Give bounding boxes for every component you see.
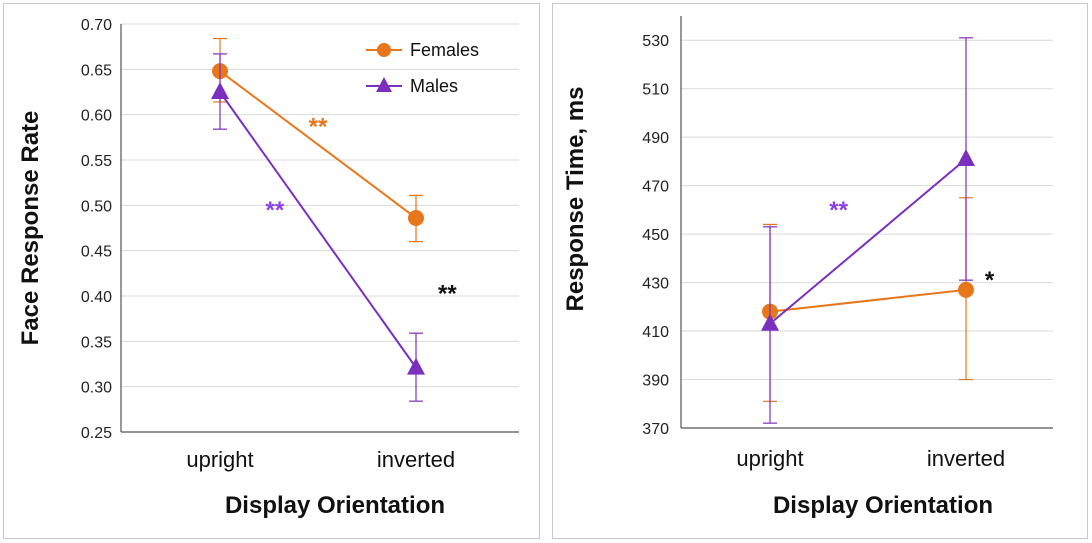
y-tick-label: 0.45 (81, 244, 112, 261)
y-tick-label: 530 (642, 33, 669, 50)
right-chart-panel: 370 390 410 430 450 470 490 510 530 upright invert… (552, 3, 1088, 539)
data-point-males (761, 313, 779, 331)
y-tick-label: 470 (642, 179, 669, 196)
significance-annotation: ** (438, 280, 457, 307)
legend-label-females: Females (410, 40, 479, 60)
y-tick-label: 450 (642, 227, 669, 244)
series-line-males (219, 91, 417, 369)
y-tick-label: 510 (642, 82, 669, 99)
series-line-females (769, 288, 967, 313)
y-tick-label: 0.50 (81, 198, 112, 215)
data-point-females (958, 281, 974, 298)
legend-marker-females (377, 43, 391, 57)
series-line-males (769, 158, 967, 325)
left-chart-panel: 0.25 0.30 0.35 0.40 0.45 0.50 0.55 0.60 0.65 0.70… (3, 3, 540, 539)
y-tick-label: 390 (642, 373, 669, 390)
data-point-females (408, 210, 424, 227)
y-tick-label: 370 (642, 421, 669, 438)
significance-annotation: * (985, 267, 995, 294)
y-tick-label: 0.40 (81, 289, 112, 306)
significance-annotation: ** (829, 197, 848, 224)
significance-annotation: ** (309, 113, 328, 140)
y-tick-label: 0.35 (81, 334, 112, 351)
x-tick-label: upright (736, 446, 803, 471)
y-tick-label: 0.65 (81, 62, 112, 79)
y-tick-label: 0.55 (81, 153, 112, 170)
x-axis-title: Display Orientation (773, 492, 993, 519)
y-tick-label: 430 (642, 276, 669, 293)
series-line-females (219, 70, 417, 219)
y-tick-label: 490 (642, 130, 669, 147)
data-point-males (957, 148, 975, 166)
y-tick-label: 0.60 (81, 108, 112, 125)
face-response-rate-chart: 0.25 0.30 0.35 0.40 0.45 0.50 0.55 0.60 0.65 0.70… (17, 17, 519, 519)
legend-marker-males (376, 77, 392, 92)
y-axis-title: Face Response Rate (17, 111, 44, 346)
data-point-males (211, 82, 229, 99)
y-tick-label: 410 (642, 324, 669, 341)
x-tick-label: inverted (927, 446, 1005, 471)
x-tick-label: inverted (377, 447, 455, 472)
x-tick-label: upright (186, 447, 253, 472)
y-tick-label: 0.70 (81, 17, 112, 34)
response-time-chart: 370 390 410 430 450 470 490 510 530 upright invert… (562, 16, 1053, 519)
data-point-males (407, 357, 425, 375)
y-axis-title: Response Time, ms (562, 87, 589, 312)
y-tick-label: 0.30 (81, 380, 112, 397)
x-axis-title: Display Orientation (225, 492, 445, 519)
significance-annotation: ** (266, 197, 285, 224)
legend-label-males: Males (410, 76, 458, 96)
y-tick-label: 0.25 (81, 425, 112, 442)
